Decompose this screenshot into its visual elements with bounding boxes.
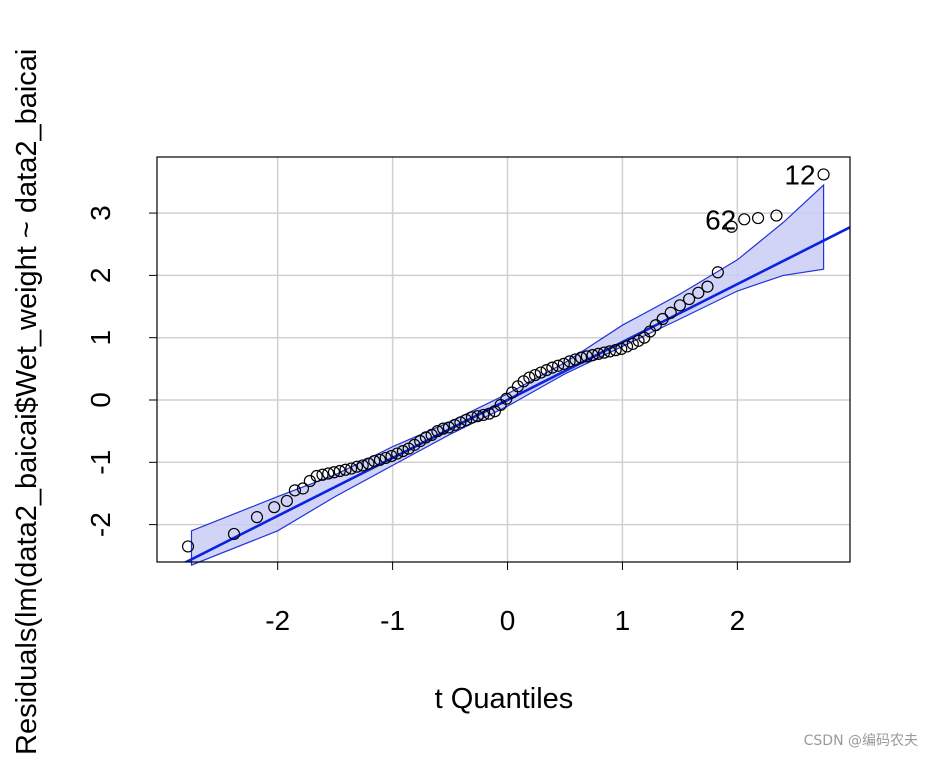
data-point (725, 220, 738, 233)
watermark: CSDN @编码农夫 (803, 733, 918, 749)
data-point (534, 366, 547, 379)
data-point (437, 422, 450, 435)
x-tick-label: 1 (615, 605, 631, 636)
data-point (569, 353, 582, 366)
data-point (540, 363, 553, 377)
plot-frame (156, 156, 851, 563)
data-point (454, 416, 467, 429)
point-annotations: 12 62 (705, 159, 815, 235)
data-point (339, 463, 352, 476)
y-tick-label: 0 (85, 392, 116, 408)
data-point (385, 449, 398, 463)
data-point (448, 418, 461, 432)
data-point (442, 421, 456, 434)
data-point (597, 346, 611, 359)
data-point (322, 467, 335, 480)
data-point (673, 299, 687, 312)
x-tick-label: 0 (500, 605, 516, 636)
y-tick-label: 3 (85, 205, 116, 221)
data-point (477, 408, 490, 422)
data-point (465, 411, 478, 424)
data-point (362, 457, 375, 470)
data-point (770, 209, 783, 222)
data-point (574, 351, 588, 364)
data-point (632, 334, 645, 347)
data-point (683, 292, 696, 306)
data-point (692, 286, 705, 299)
x-tick-label: -1 (380, 605, 405, 636)
data-point (288, 484, 302, 497)
data-point (379, 451, 392, 465)
data-point (586, 349, 599, 362)
data-point (431, 425, 444, 438)
data-point (557, 357, 570, 370)
data-point (817, 168, 830, 181)
data-point (227, 527, 241, 541)
data-point (529, 368, 542, 382)
data-point (419, 431, 433, 444)
data-point (296, 482, 310, 495)
x-tick-label: 2 (730, 605, 746, 636)
data-point (656, 312, 669, 326)
x-tick-label: -2 (265, 605, 290, 636)
data-point (649, 319, 662, 332)
data-point (701, 280, 714, 293)
data-point (626, 337, 639, 351)
data-point (603, 345, 616, 358)
data-point (711, 266, 724, 279)
data-point (333, 464, 346, 478)
data-point (350, 460, 364, 473)
data-point (250, 511, 264, 524)
axes: -2 -1 0 1 2 -2 -1 0 1 2 3 (85, 205, 745, 636)
data-point (316, 468, 329, 481)
data-point (620, 340, 634, 353)
data-point (615, 342, 628, 356)
reference-line (183, 226, 850, 562)
y-tick-label: 1 (85, 330, 116, 346)
data-point (181, 540, 195, 553)
data-point (563, 355, 576, 368)
data-point (268, 501, 281, 514)
data-point (580, 350, 593, 363)
grid-lines (157, 157, 850, 562)
data-point (310, 469, 323, 483)
y-axis-label: Residuals(lm(data2_baicai$Wet_weight ~ d… (11, 49, 43, 755)
y-tick-label: -1 (85, 450, 116, 475)
data-point (551, 359, 565, 372)
data-point (391, 447, 404, 460)
data-point (523, 371, 536, 384)
data-point (327, 466, 341, 479)
x-axis-label: t Quantiles (435, 683, 574, 715)
data-point (751, 211, 765, 225)
data-point (368, 454, 381, 468)
data-point (664, 306, 677, 319)
data-point (483, 407, 496, 420)
data-point (471, 410, 484, 423)
data-point (356, 459, 369, 472)
data-point (280, 494, 293, 508)
data-point (396, 444, 410, 458)
data-points (181, 168, 830, 553)
y-tick-label: 2 (85, 268, 116, 284)
data-point (345, 462, 358, 475)
point-label: 62 (705, 204, 736, 235)
data-point (738, 213, 751, 226)
fit-line (183, 226, 850, 562)
data-point (592, 347, 605, 360)
data-point (460, 413, 473, 427)
data-point (546, 361, 559, 374)
point-label: 12 (784, 159, 815, 190)
data-point (609, 344, 622, 357)
y-tick-label: -2 (85, 512, 116, 537)
data-point (373, 453, 387, 466)
